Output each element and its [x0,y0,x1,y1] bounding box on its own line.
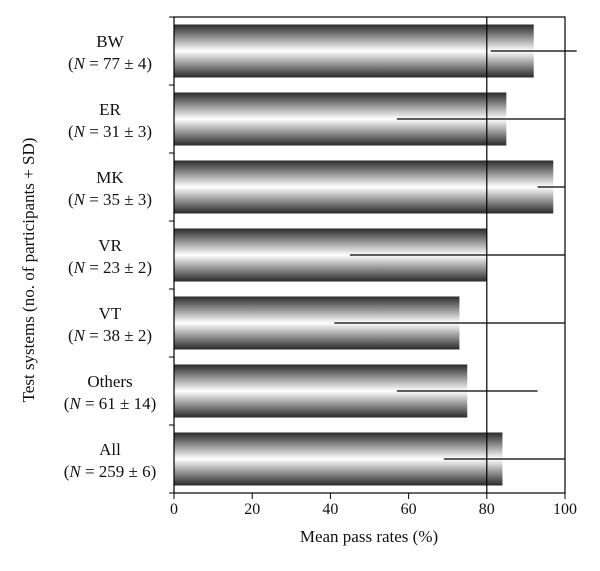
x-tick-label-80: 80 [479,501,495,518]
x-tick-label-20: 20 [244,501,260,518]
category-n-label-others: (N = 61 ± 14) [64,394,157,413]
category-label-er: ER [99,100,121,119]
x-tick-label-100: 100 [553,501,577,518]
category-label-others: Others [87,372,132,391]
x-axis-title: Mean pass rates (%) [300,527,438,546]
category-label-vr: VR [98,236,122,255]
category-label-all: All [99,440,121,459]
plot-area: BW (N = 77 ± 4) ER (N = 31 ± 3) MK (N = 35 ± … [64,16,577,518]
category-n-label-er: (N = 31 ± 3) [68,122,152,141]
category-label-bw: BW [96,32,124,51]
y-axis-title: Test systems (no. of participants + SD) [19,138,38,403]
x-tick-label-0: 0 [170,501,178,518]
x-tick-label-40: 40 [322,501,338,518]
plot-frame [173,16,566,494]
category-label-mk: MK [96,168,124,187]
category-n-label-vt: (N = 38 ± 2) [68,326,152,345]
category-n-label-bw: (N = 77 ± 4) [68,54,152,73]
bar-mk [174,160,554,214]
category-n-label-all: (N = 259 ± 6) [64,462,157,481]
x-tick-label-60: 60 [401,501,417,518]
bar-bw [174,24,534,78]
category-n-label-mk: (N = 35 ± 3) [68,190,152,209]
category-n-label-vr: (N = 23 ± 2) [68,258,152,277]
category-label-vt: VT [99,304,122,323]
